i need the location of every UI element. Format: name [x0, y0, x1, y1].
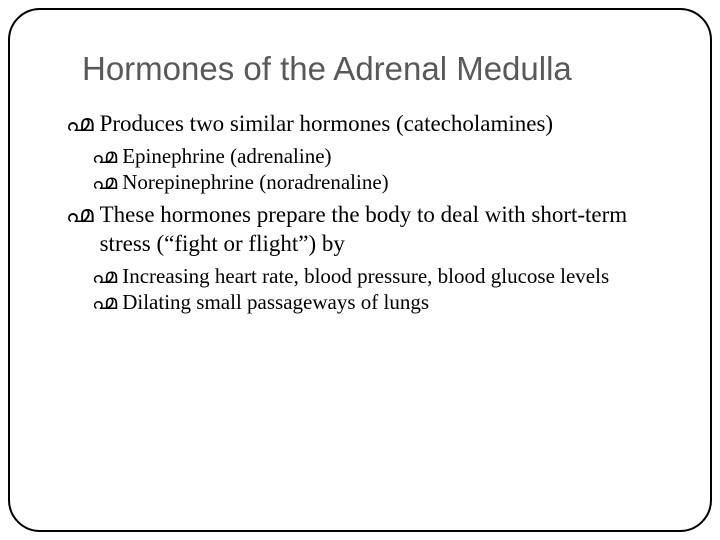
list-item: ൶ Dilating small passageways of lungs [92, 289, 662, 315]
list-item: ൶ These hormones prepare the body to dea… [66, 201, 662, 259]
slide-title: Hormones of the Adrenal Medulla [82, 50, 662, 88]
bullet-icon: ൶ [92, 169, 117, 195]
list-item: ൶ Increasing heart rate, blood pressure,… [92, 263, 662, 289]
list-item-text: These hormones prepare the body to deal … [100, 201, 662, 259]
list-item-text: Produces two similar hormones (catechola… [100, 110, 662, 139]
list-item: ൶ Norepinephrine (noradrenaline) [92, 169, 662, 195]
list-item-text: Increasing heart rate, blood pressure, b… [122, 263, 662, 289]
bullet-list-level2: ൶ Increasing heart rate, blood pressure,… [66, 263, 662, 316]
bullet-icon: ൶ [92, 263, 117, 289]
list-item: ൶ Epinephrine (adrenaline) [92, 143, 662, 169]
slide-frame: Hormones of the Adrenal Medulla ൶ Produc… [8, 8, 712, 532]
bullet-icon: ൶ [66, 110, 94, 138]
bullet-icon: ൶ [66, 201, 94, 229]
list-item-text: Norepinephrine (noradrenaline) [122, 169, 662, 195]
bullet-icon: ൶ [92, 143, 117, 169]
list-item-text: Dilating small passageways of lungs [122, 289, 662, 315]
bullet-list-level2: ൶ Epinephrine (adrenaline) ൶ Norepinephr… [66, 143, 662, 196]
list-item: ൶ Produces two similar hormones (catecho… [66, 110, 662, 139]
list-item-text: Epinephrine (adrenaline) [122, 143, 662, 169]
bullet-icon: ൶ [92, 289, 117, 315]
bullet-list-level1: ൶ Produces two similar hormones (catecho… [66, 110, 662, 315]
